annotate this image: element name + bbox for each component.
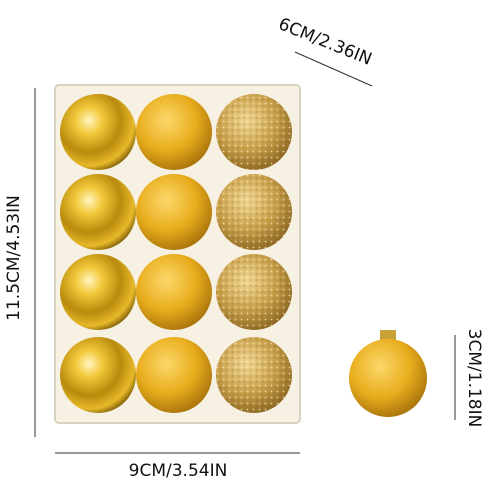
ornament: [136, 337, 212, 413]
ornament-cap: [380, 330, 396, 340]
ornament: [136, 174, 212, 250]
glitter-texture: [216, 337, 292, 413]
diameter-label: 3CM/1.18IN: [464, 329, 484, 428]
glitter-texture: [216, 174, 292, 250]
glitter-texture: [216, 94, 292, 170]
dimension-lines: [34, 51, 456, 454]
depth-label: 6CM/2.36IN: [276, 14, 375, 70]
height-label: 11.5CM/4.53IN: [4, 195, 24, 321]
single-ornament: [349, 330, 427, 417]
ornament: [60, 337, 136, 413]
width-label: 9CM/3.54IN: [129, 461, 228, 481]
depth-line: [294, 51, 373, 87]
ornament: [60, 254, 136, 330]
ornament: [60, 174, 136, 250]
clear-box: [54, 84, 301, 424]
ornament-ball: [349, 339, 427, 417]
ornament: [136, 254, 212, 330]
ornament: [136, 94, 212, 170]
ornament: [60, 94, 136, 170]
glitter-texture: [216, 254, 292, 330]
ornament-grid: [60, 94, 292, 413]
